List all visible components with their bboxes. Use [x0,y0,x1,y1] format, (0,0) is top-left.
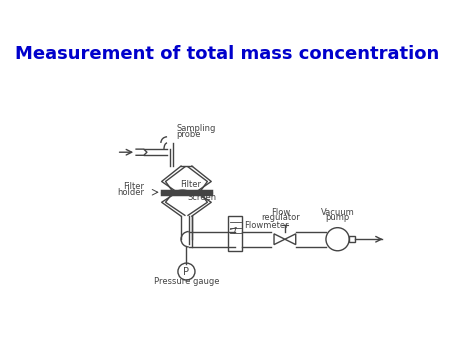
Text: pump: pump [325,213,350,222]
Text: probe: probe [176,130,201,139]
Bar [349,236,356,242]
Text: Filter: Filter [180,180,201,189]
Text: Screen: Screen [188,193,217,202]
Text: Sampling: Sampling [176,124,216,134]
Text: Filter: Filter [124,182,144,191]
Text: Vacuum: Vacuum [321,208,355,217]
Text: Flow: Flow [271,208,291,217]
Text: holder: holder [117,188,144,197]
Bar [228,216,242,251]
Text: Measurement of total mass concentration: Measurement of total mass concentration [14,45,439,64]
Text: Pressure gauge: Pressure gauge [154,277,219,286]
Text: regulator: regulator [261,213,301,222]
Text: P: P [184,267,189,276]
Text: Flowmeter: Flowmeter [245,221,289,230]
